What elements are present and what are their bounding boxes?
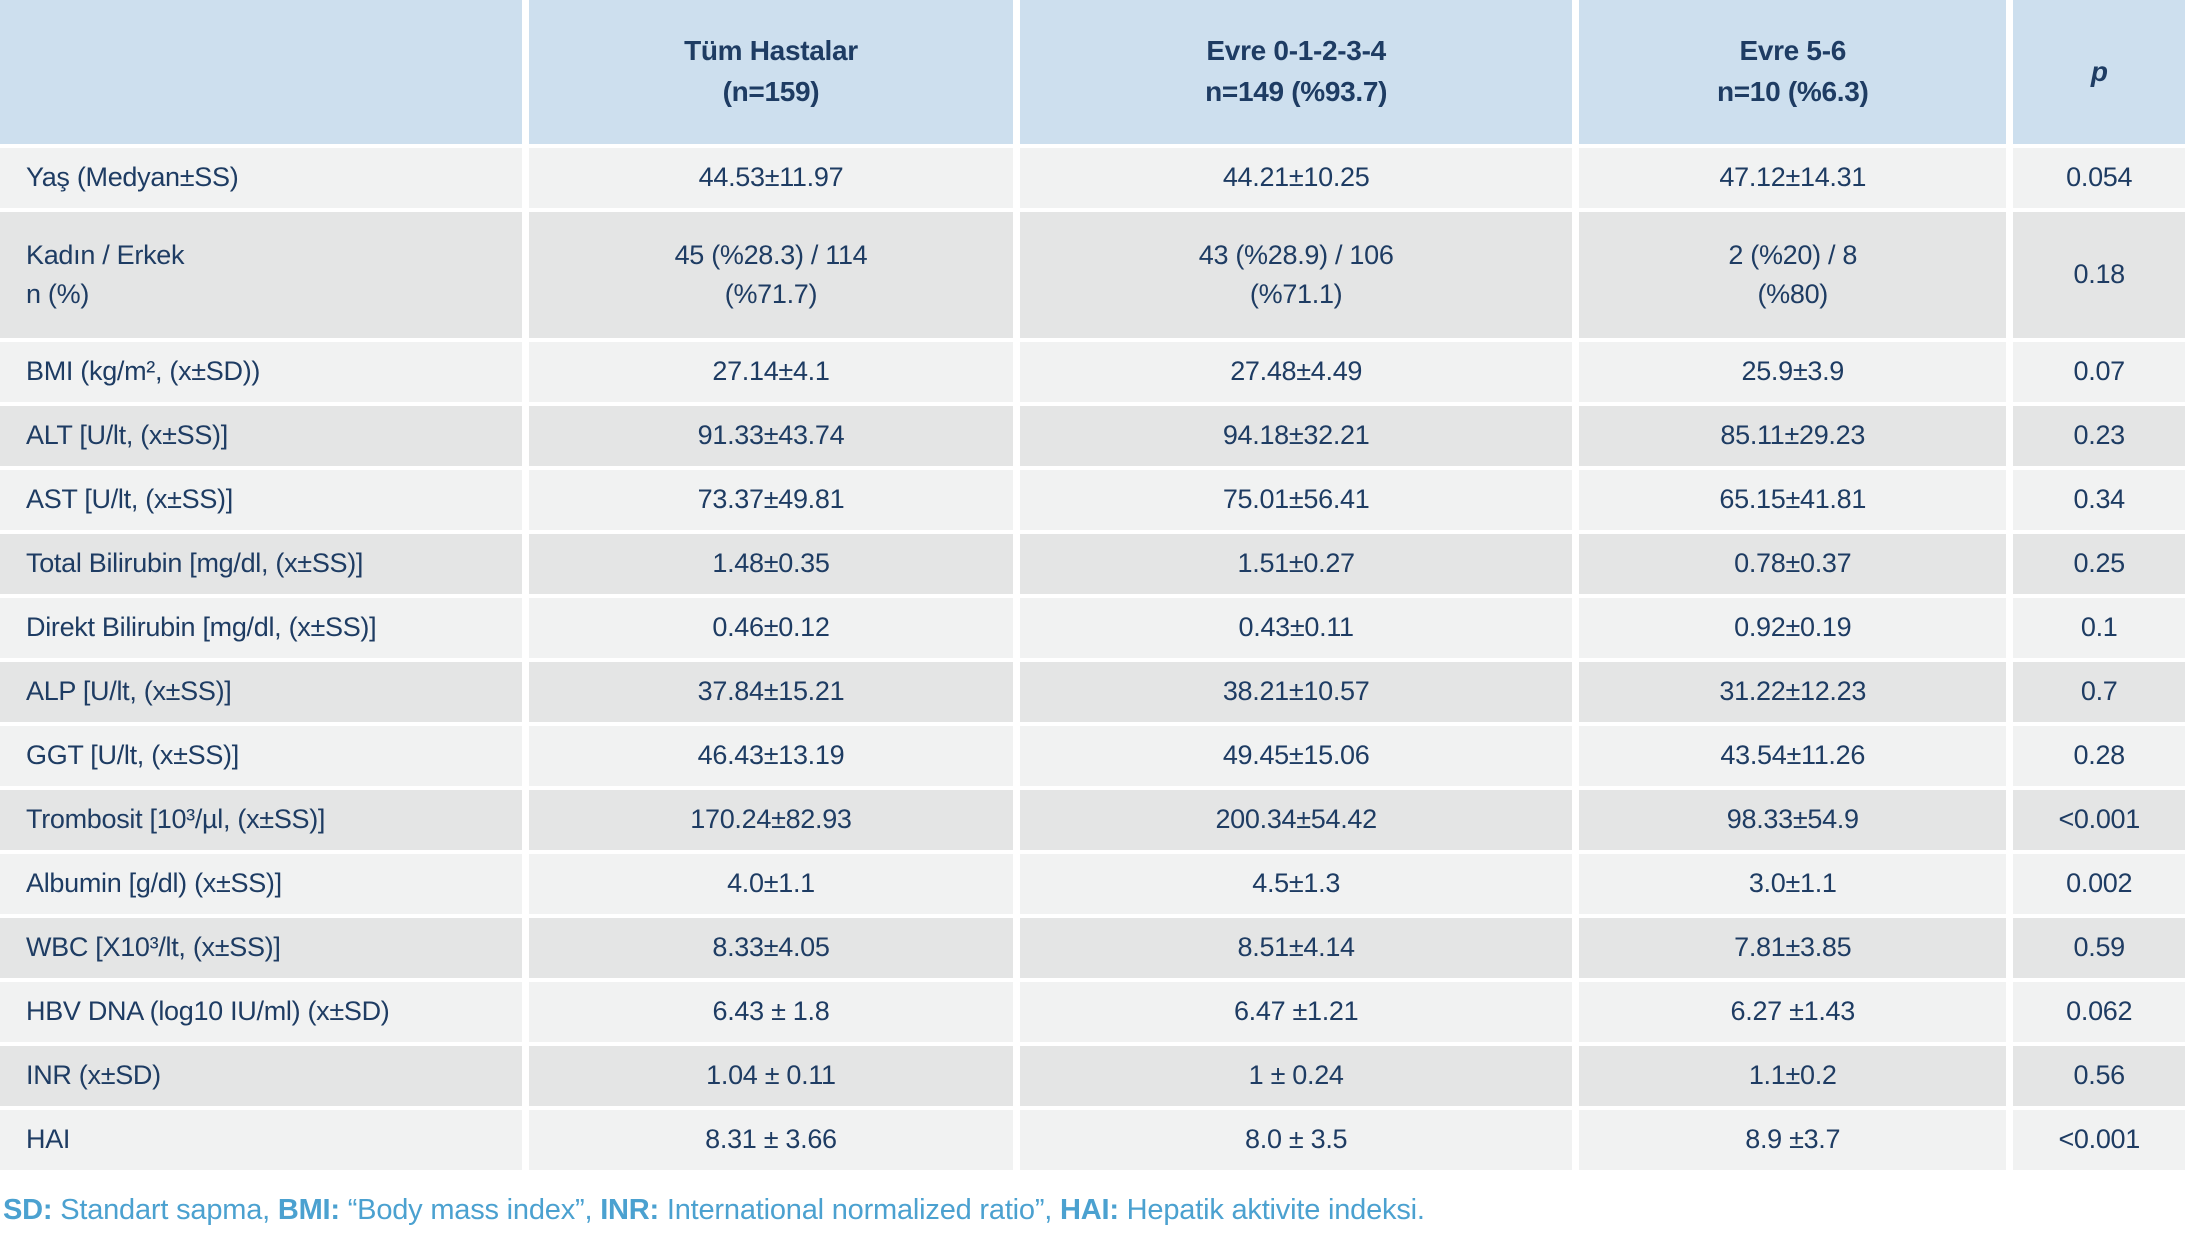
value-cell: 0.43±0.11	[1020, 598, 1573, 658]
value-cell: 4.0±1.1	[528, 854, 1014, 914]
value-cell: 31.22±12.23	[1579, 662, 2007, 722]
p-value-cell: 0.054	[2013, 148, 2185, 208]
p-value-cell: 0.34	[2013, 470, 2185, 530]
value-cell: 25.9±3.9	[1579, 342, 2007, 402]
value-cell: 94.18±32.21	[1020, 406, 1573, 466]
row-label: Total Bilirubin [mg/dl, (x±SS)]	[0, 534, 522, 594]
value-cell: 98.33±54.9	[1579, 790, 2007, 850]
value-cell: 0.46±0.12	[528, 598, 1014, 658]
row-label: GGT [U/lt, (x±SS)]	[0, 726, 522, 786]
value-cell: 49.45±15.06	[1020, 726, 1573, 786]
row-label: INR (x±SD)	[0, 1046, 522, 1106]
p-value-cell: 0.18	[2013, 212, 2185, 338]
value-cell: 6.43 ± 1.8	[528, 982, 1014, 1042]
value-cell: 46.43±13.19	[528, 726, 1014, 786]
value-cell: 0.92±0.19	[1579, 598, 2007, 658]
value-cell: 37.84±15.21	[528, 662, 1014, 722]
value-cell: 1.1±0.2	[1579, 1046, 2007, 1106]
footnote-definition: Hepatik aktivite indeksi.	[1118, 1194, 1425, 1226]
value-cell: 47.12±14.31	[1579, 148, 2007, 208]
row-label: HAI	[0, 1110, 522, 1170]
p-value-cell: <0.001	[2013, 790, 2185, 850]
value-cell: 44.21±10.25	[1020, 148, 1573, 208]
p-value-cell: 0.23	[2013, 406, 2185, 466]
row-label: Yaş (Medyan±SS)	[0, 148, 522, 208]
value-cell: 8.51±4.14	[1020, 918, 1573, 978]
value-cell: 44.53±11.97	[528, 148, 1014, 208]
footnote-definition: Standart sapma,	[52, 1194, 278, 1226]
column-header: Tüm Hastalar (n=159)	[528, 0, 1014, 144]
value-cell: 75.01±56.41	[1020, 470, 1573, 530]
p-value-cell: 0.59	[2013, 918, 2185, 978]
footnote-definition: International normalized ratio”,	[659, 1194, 1061, 1226]
p-value-cell: 0.062	[2013, 982, 2185, 1042]
value-cell: 8.9 ±3.7	[1579, 1110, 2007, 1170]
row-label: Albumin [g/dl) (x±SS)]	[0, 854, 522, 914]
value-cell: 3.0±1.1	[1579, 854, 2007, 914]
value-cell: 27.14±4.1	[528, 342, 1014, 402]
value-cell: 1.04 ± 0.11	[528, 1046, 1014, 1106]
value-cell: 85.11±29.23	[1579, 406, 2007, 466]
value-cell: 45 (%28.3) / 114 (%71.7)	[528, 212, 1014, 338]
value-cell: 91.33±43.74	[528, 406, 1014, 466]
column-header-empty	[0, 0, 522, 144]
p-value-cell: 0.1	[2013, 598, 2185, 658]
value-cell: 8.33±4.05	[528, 918, 1014, 978]
value-cell: 8.0 ± 3.5	[1020, 1110, 1573, 1170]
column-header: Evre 0-1-2-3-4 n=149 (%93.7)	[1020, 0, 1573, 144]
p-value-cell: 0.28	[2013, 726, 2185, 786]
value-cell: 2 (%20) / 8 (%80)	[1579, 212, 2007, 338]
row-label: Kadın / Erkek n (%)	[0, 212, 522, 338]
row-label: Direkt Bilirubin [mg/dl, (x±SS)]	[0, 598, 522, 658]
value-cell: 38.21±10.57	[1020, 662, 1573, 722]
value-cell: 43 (%28.9) / 106 (%71.1)	[1020, 212, 1573, 338]
p-value-cell: <0.001	[2013, 1110, 2185, 1170]
p-value-cell: 0.002	[2013, 854, 2185, 914]
footnote-term: SD:	[3, 1194, 53, 1226]
p-value-cell: 0.56	[2013, 1046, 2185, 1106]
p-value-cell: 0.7	[2013, 662, 2185, 722]
value-cell: 170.24±82.93	[528, 790, 1014, 850]
column-header: p	[2013, 0, 2185, 144]
row-label: ALP [U/lt, (x±SS)]	[0, 662, 522, 722]
row-label: ALT [U/lt, (x±SS)]	[0, 406, 522, 466]
value-cell: 27.48±4.49	[1020, 342, 1573, 402]
row-label: HBV DNA (log10 IU/ml) (x±SD)	[0, 982, 522, 1042]
value-cell: 43.54±11.26	[1579, 726, 2007, 786]
value-cell: 7.81±3.85	[1579, 918, 2007, 978]
patient-characteristics-table: Tüm Hastalar (n=159) Evre 0-1-2-3-4 n=149…	[0, 0, 2185, 1170]
row-label: Trombosit [10³/µl, (x±SS)]	[0, 790, 522, 850]
value-cell: 73.37±49.81	[528, 470, 1014, 530]
value-cell: 8.31 ± 3.66	[528, 1110, 1014, 1170]
row-label: WBC [X10³/lt, (x±SS)]	[0, 918, 522, 978]
value-cell: 6.47 ±1.21	[1020, 982, 1573, 1042]
row-label: BMI (kg/m², (x±SD))	[0, 342, 522, 402]
footnote: SD: Standart sapma, BMI: “Body mass inde…	[0, 1170, 2185, 1241]
p-value-cell: 0.25	[2013, 534, 2185, 594]
footnote-term: HAI:	[1060, 1194, 1119, 1226]
footnote-definition: “Body mass index”,	[339, 1194, 601, 1226]
footnote-term: INR:	[600, 1194, 659, 1226]
row-label: AST [U/lt, (x±SS)]	[0, 470, 522, 530]
column-header: Evre 5-6 n=10 (%6.3)	[1579, 0, 2007, 144]
value-cell: 1.51±0.27	[1020, 534, 1573, 594]
p-value-cell: 0.07	[2013, 342, 2185, 402]
value-cell: 0.78±0.37	[1579, 534, 2007, 594]
footnote-term: BMI:	[277, 1194, 340, 1226]
value-cell: 6.27 ±1.43	[1579, 982, 2007, 1042]
value-cell: 65.15±41.81	[1579, 470, 2007, 530]
value-cell: 200.34±54.42	[1020, 790, 1573, 850]
value-cell: 1 ± 0.24	[1020, 1046, 1573, 1106]
value-cell: 4.5±1.3	[1020, 854, 1573, 914]
value-cell: 1.48±0.35	[528, 534, 1014, 594]
